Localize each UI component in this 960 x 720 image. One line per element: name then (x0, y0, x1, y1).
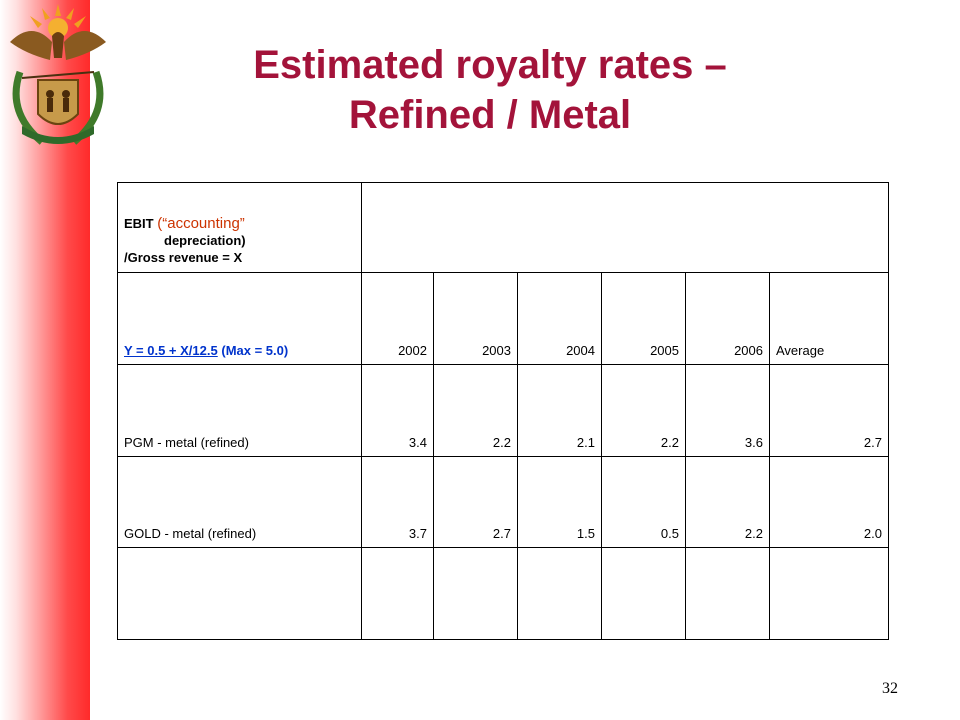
cell-average: 2.7 (769, 364, 889, 457)
table-row: GOLD - metal (refined) 3.7 2.7 1.5 0.5 2… (117, 456, 889, 548)
empty-cell (361, 547, 434, 640)
cell-value: 0.5 (601, 456, 686, 548)
empty-cell (685, 547, 770, 640)
header-empty-cell (361, 182, 889, 273)
page-number: 32 (882, 680, 898, 697)
table-row: PGM - metal (refined) 3.4 2.2 2.1 2.2 3.… (117, 364, 889, 457)
ebit-header-cell: EBIT (“accounting” depreciation) /Gross … (117, 182, 362, 273)
title-line-2: Refined / Metal (348, 93, 632, 137)
table-row: EBIT (“accounting” depreciation) /Gross … (117, 182, 889, 273)
cell-value: 1.5 (517, 456, 602, 548)
cell-value: 3.6 (685, 364, 770, 457)
formula-cell: Y = 0.5 + X/12.5 (Max = 5.0) (117, 272, 362, 365)
empty-cell (769, 547, 889, 640)
cell-average: 2.0 (769, 456, 889, 548)
table-row (117, 547, 889, 640)
empty-cell (601, 547, 686, 640)
cell-value: 2.1 (517, 364, 602, 457)
cell-value: 2.2 (685, 456, 770, 548)
coat-of-arms-icon (2, 2, 114, 152)
cell-value: 3.4 (361, 364, 434, 457)
accounting-label: (“accounting” (157, 215, 245, 232)
formula-cell-text: Y = 0.5 + X/12.5 (Max = 5.0) (124, 343, 288, 358)
depreciation-label: depreciation) (164, 233, 246, 248)
year-2005: 2005 (601, 272, 686, 365)
ebit-label: EBIT (124, 216, 154, 231)
formula-max: (Max = 5.0) (221, 343, 289, 358)
gross-revenue-label: /Gross revenue = X (124, 250, 243, 265)
row-label: PGM - metal (refined) (117, 364, 362, 457)
empty-cell (117, 547, 362, 640)
formula-expression: Y = 0.5 + X/12.5 (124, 343, 218, 358)
year-2002: 2002 (361, 272, 434, 365)
cell-value: 2.2 (433, 364, 518, 457)
slide-title: Estimated royalty rates – Refined / Meta… (150, 40, 830, 140)
title-line-1: Estimated royalty rates – (253, 43, 727, 87)
average-header: Average (769, 272, 889, 365)
cell-value: 3.7 (361, 456, 434, 548)
empty-cell (517, 547, 602, 640)
row-label: GOLD - metal (refined) (117, 456, 362, 548)
year-2003: 2003 (433, 272, 518, 365)
year-2006: 2006 (685, 272, 770, 365)
table-row: Y = 0.5 + X/12.5 (Max = 5.0) 2002 2003 2… (117, 272, 889, 365)
empty-cell (433, 547, 518, 640)
year-2004: 2004 (517, 272, 602, 365)
royalty-table: EBIT (“accounting” depreciation) /Gross … (117, 182, 889, 640)
cell-value: 2.2 (601, 364, 686, 457)
cell-value: 2.7 (433, 456, 518, 548)
